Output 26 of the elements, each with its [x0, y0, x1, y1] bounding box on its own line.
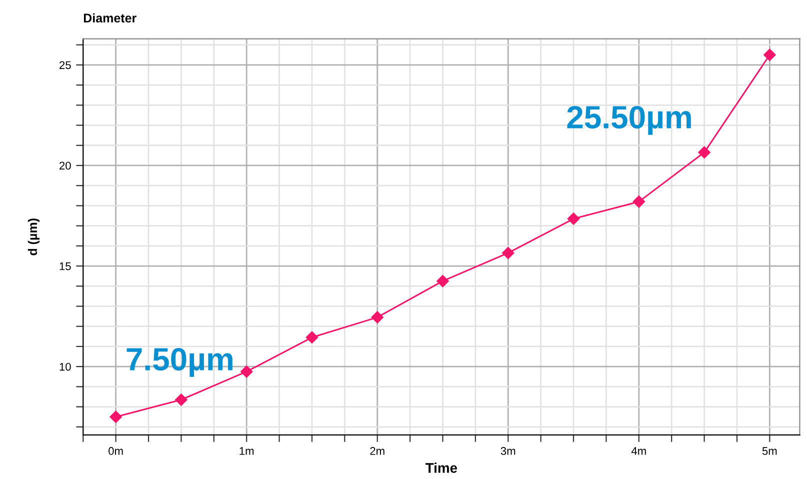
point [567, 212, 580, 225]
point [175, 394, 188, 406]
y-tick-label: 25 [60, 61, 71, 70]
point [502, 246, 514, 260]
x-tick-label: 2m [370, 447, 384, 455]
x-tick-label: 1m [240, 447, 254, 455]
x-tick-label: 4m [631, 447, 646, 455]
x-tick-label: 5m [762, 447, 777, 455]
point [632, 196, 645, 208]
point [240, 365, 253, 378]
point [436, 275, 449, 288]
point [110, 410, 122, 423]
annotation: 7.50µm [126, 348, 232, 377]
y-tick-label: 20 [60, 162, 71, 170]
chart-title: Diameter [84, 13, 136, 23]
y-tick-label: 10 [60, 362, 71, 371]
x-axis-title: Time [426, 462, 458, 473]
y-axis-title: d (µm) [28, 218, 40, 256]
point [306, 331, 318, 344]
point [764, 48, 776, 61]
y-tick-label: 15 [60, 262, 71, 270]
x-tick-label: 3m [500, 447, 516, 455]
point [371, 311, 384, 324]
point [698, 146, 710, 159]
annotation: 25.50µm [567, 106, 691, 135]
x-tick-label: 0m [108, 447, 123, 455]
